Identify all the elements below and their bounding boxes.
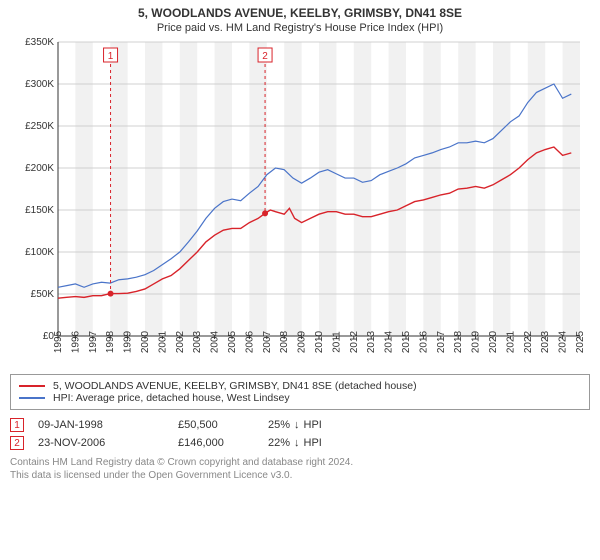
- svg-text:2: 2: [262, 51, 268, 62]
- svg-text:£350K: £350K: [25, 38, 54, 48]
- legend: 5, WOODLANDS AVENUE, KEELBY, GRIMSBY, DN…: [10, 374, 590, 410]
- svg-text:1996: 1996: [70, 330, 81, 353]
- sale-diff-pct: 22%: [268, 437, 290, 449]
- svg-text:2025: 2025: [575, 330, 586, 353]
- svg-text:1995: 1995: [53, 330, 64, 353]
- svg-text:2017: 2017: [436, 330, 447, 353]
- attribution-line-2: This data is licensed under the Open Gov…: [10, 469, 590, 482]
- sale-marker-box: 2: [10, 436, 24, 450]
- svg-text:2021: 2021: [505, 330, 516, 353]
- sale-row: 2 23-NOV-2006£146,00022% HPI: [10, 436, 590, 450]
- sale-diff-label: HPI: [304, 437, 322, 449]
- legend-label: HPI: Average price, detached house, West…: [53, 392, 290, 404]
- chart-area: £0£50K£100K£150K£200K£250K£300K£350K1995…: [10, 38, 590, 368]
- svg-text:£150K: £150K: [25, 205, 54, 216]
- svg-text:2012: 2012: [349, 330, 360, 353]
- attribution-line-1: Contains HM Land Registry data © Crown c…: [10, 456, 590, 469]
- svg-text:£200K: £200K: [25, 163, 54, 174]
- svg-text:2020: 2020: [488, 330, 499, 353]
- svg-text:2006: 2006: [244, 330, 255, 353]
- svg-text:2015: 2015: [401, 330, 412, 353]
- sale-diff-label: HPI: [304, 419, 322, 431]
- sale-date: 23-NOV-2006: [38, 437, 178, 449]
- sale-history: 1 09-JAN-1998£50,50025% HPI 2 23-NOV-2006£14…: [10, 418, 590, 450]
- sale-row: 1 09-JAN-1998£50,50025% HPI: [10, 418, 590, 432]
- sale-diff-pct: 25%: [268, 419, 290, 431]
- title-block: 5, WOODLANDS AVENUE, KEELBY, GRIMSBY, DN…: [10, 6, 590, 34]
- svg-text:2004: 2004: [210, 330, 221, 353]
- legend-row: HPI: Average price, detached house, West…: [19, 392, 581, 404]
- sale-date: 09-JAN-1998: [38, 419, 178, 431]
- title-sub: Price paid vs. HM Land Registry's House …: [10, 22, 590, 34]
- svg-text:2019: 2019: [471, 330, 482, 353]
- sale-marker-box: 1: [10, 418, 24, 432]
- svg-text:2003: 2003: [192, 330, 203, 353]
- sale-diff: 25% HPI: [268, 419, 348, 431]
- svg-text:£300K: £300K: [25, 79, 54, 90]
- svg-text:2024: 2024: [558, 330, 569, 353]
- legend-swatch: [19, 397, 45, 399]
- svg-text:2022: 2022: [523, 330, 534, 353]
- svg-text:2011: 2011: [331, 331, 342, 353]
- svg-text:2005: 2005: [227, 330, 238, 353]
- svg-text:2018: 2018: [453, 330, 464, 353]
- svg-text:2023: 2023: [540, 330, 551, 353]
- chart-svg: £0£50K£100K£150K£200K£250K£300K£350K1995…: [10, 38, 590, 368]
- legend-swatch: [19, 385, 45, 387]
- legend-label: 5, WOODLANDS AVENUE, KEELBY, GRIMSBY, DN…: [53, 380, 417, 392]
- chart-container: 5, WOODLANDS AVENUE, KEELBY, GRIMSBY, DN…: [0, 0, 600, 492]
- arrow-down-icon: [290, 437, 304, 449]
- svg-text:2002: 2002: [175, 330, 186, 353]
- svg-text:2009: 2009: [297, 330, 308, 353]
- arrow-down-icon: [290, 419, 304, 431]
- svg-text:2014: 2014: [384, 330, 395, 353]
- svg-text:2013: 2013: [366, 330, 377, 353]
- svg-text:2007: 2007: [262, 330, 273, 353]
- svg-text:2016: 2016: [418, 330, 429, 353]
- sale-diff: 22% HPI: [268, 437, 348, 449]
- svg-text:1999: 1999: [123, 330, 134, 353]
- svg-text:2008: 2008: [279, 330, 290, 353]
- svg-text:1997: 1997: [88, 330, 99, 353]
- sale-price: £50,500: [178, 419, 268, 431]
- svg-text:2001: 2001: [157, 330, 168, 353]
- svg-text:1: 1: [108, 51, 114, 62]
- svg-text:£250K: £250K: [25, 121, 54, 132]
- svg-text:1998: 1998: [105, 330, 116, 353]
- legend-row: 5, WOODLANDS AVENUE, KEELBY, GRIMSBY, DN…: [19, 380, 581, 392]
- svg-text:2010: 2010: [314, 330, 325, 353]
- attribution: Contains HM Land Registry data © Crown c…: [10, 456, 590, 482]
- svg-text:£50K: £50K: [31, 289, 55, 300]
- title-main: 5, WOODLANDS AVENUE, KEELBY, GRIMSBY, DN…: [10, 6, 590, 20]
- svg-text:£100K: £100K: [25, 247, 54, 258]
- sale-price: £146,000: [178, 437, 268, 449]
- svg-text:2000: 2000: [140, 330, 151, 353]
